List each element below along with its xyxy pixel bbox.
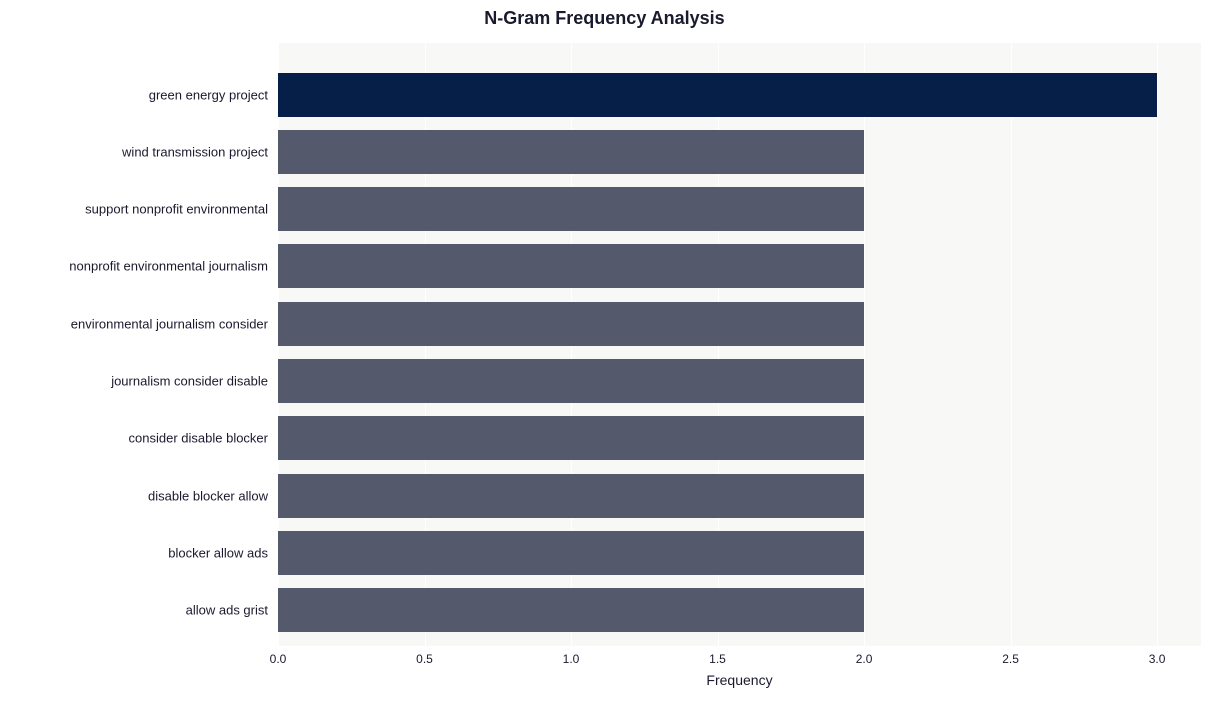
y-tick-label: wind transmission project bbox=[8, 144, 268, 159]
bar bbox=[278, 531, 864, 575]
plot-area bbox=[278, 43, 1201, 646]
bar bbox=[278, 416, 864, 460]
x-tick-label: 1.5 bbox=[709, 652, 726, 666]
bar bbox=[278, 73, 1157, 117]
bar bbox=[278, 187, 864, 231]
y-tick-label: journalism consider disable bbox=[8, 374, 268, 389]
x-tick-label: 0.5 bbox=[416, 652, 433, 666]
bar bbox=[278, 130, 864, 174]
x-tick-label: 3.0 bbox=[1149, 652, 1166, 666]
x-tick-label: 1.0 bbox=[563, 652, 580, 666]
bar bbox=[278, 588, 864, 632]
bar bbox=[278, 244, 864, 288]
bar bbox=[278, 302, 864, 346]
y-tick-label: support nonprofit environmental bbox=[8, 202, 268, 217]
y-tick-label: allow ads grist bbox=[8, 603, 268, 618]
x-tick-label: 2.0 bbox=[856, 652, 873, 666]
x-tick-label: 0.0 bbox=[270, 652, 287, 666]
y-tick-label: environmental journalism consider bbox=[8, 316, 268, 331]
bar bbox=[278, 359, 864, 403]
y-tick-label: green energy project bbox=[8, 87, 268, 102]
gridline bbox=[1157, 43, 1158, 646]
bar bbox=[278, 474, 864, 518]
y-tick-label: disable blocker allow bbox=[8, 488, 268, 503]
chart-title: N-Gram Frequency Analysis bbox=[8, 8, 1201, 29]
x-tick-label: 2.5 bbox=[1002, 652, 1019, 666]
x-axis-label: Frequency bbox=[278, 672, 1201, 688]
y-tick-label: blocker allow ads bbox=[8, 545, 268, 560]
gridline bbox=[864, 43, 865, 646]
y-tick-label: nonprofit environmental journalism bbox=[8, 259, 268, 274]
y-tick-label: consider disable blocker bbox=[8, 431, 268, 446]
gridline bbox=[1011, 43, 1012, 646]
ngram-frequency-chart: N-Gram Frequency Analysis Frequency gree… bbox=[8, 8, 1201, 693]
